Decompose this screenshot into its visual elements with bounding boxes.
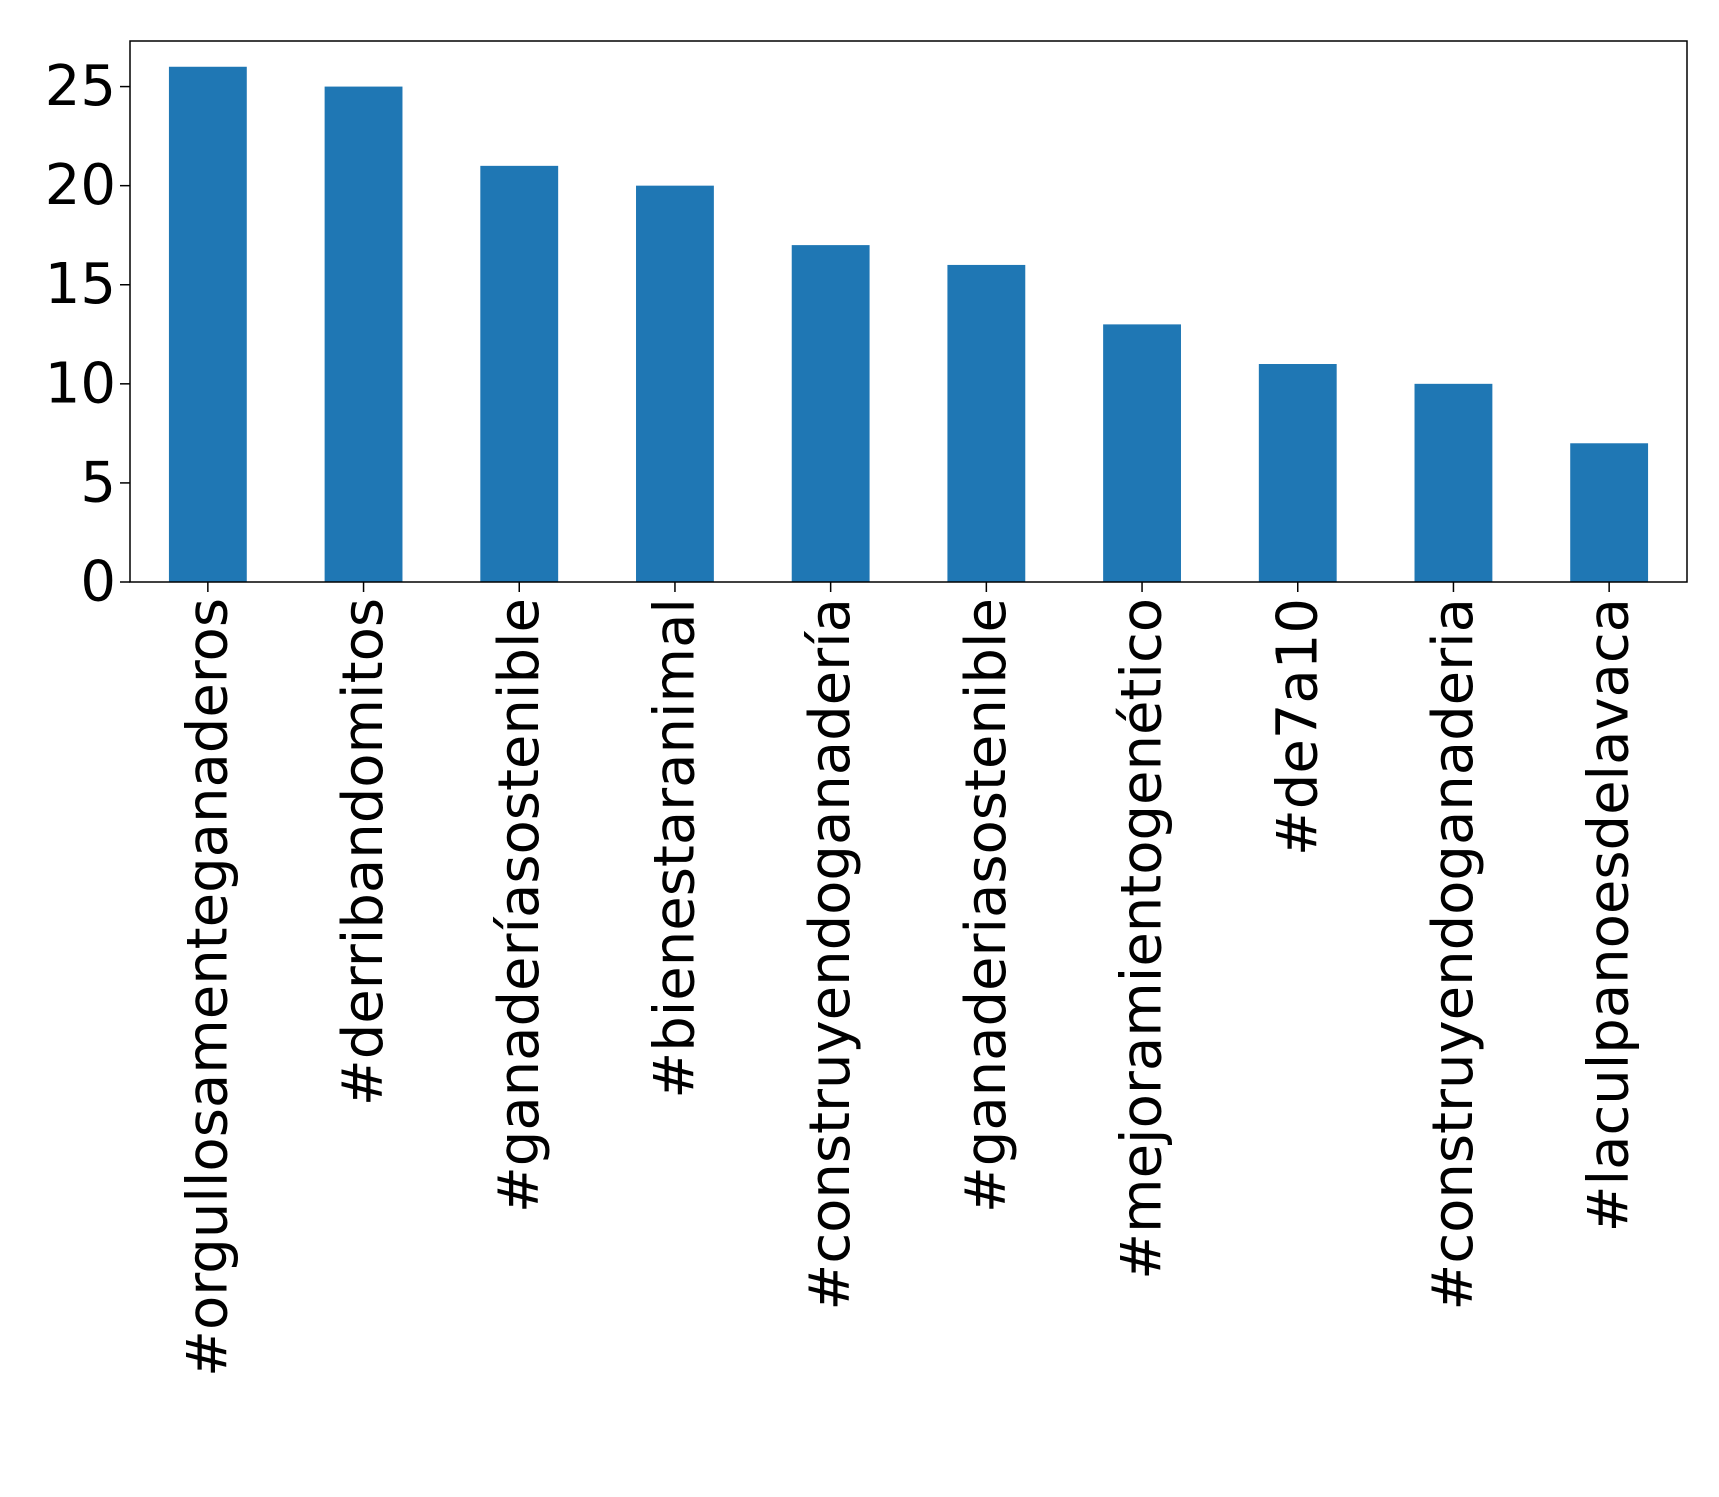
x-tick-label-6: #mejoramientogenético	[1110, 598, 1175, 1280]
bar-2	[480, 165, 559, 582]
x-tick-label-2: #ganaderíasostenible	[487, 598, 552, 1213]
bar-7	[1258, 364, 1337, 582]
bar-0	[168, 66, 247, 582]
y-tick-label-0: 0	[80, 550, 116, 615]
x-tick-label-0: #orgullosamenteganaderos	[175, 598, 240, 1377]
plot-frame	[129, 40, 1688, 583]
x-tick-label-8: #construyendoganaderia	[1421, 598, 1486, 1311]
x-tick-label-9: #laculpanoesdelavaca	[1577, 598, 1642, 1232]
y-tick-label-2: 10	[45, 351, 116, 416]
x-tick-label-4: #construyendoganadería	[798, 598, 863, 1311]
x-tick-label-1: #derribandomitos	[331, 598, 396, 1106]
x-tick-label-3: #bienestaranimal	[642, 598, 707, 1099]
y-tick-label-5: 25	[45, 54, 116, 119]
y-tick-label-4: 20	[45, 153, 116, 218]
x-tick-label-7: #de7a10	[1265, 598, 1330, 856]
x-axis-ticks: #orgullosamenteganaderos #derribandomitos…	[175, 582, 1642, 1377]
bar-8	[1414, 383, 1493, 582]
bar-5	[947, 264, 1026, 582]
bars-group	[168, 66, 1649, 583]
bar-9	[1570, 443, 1649, 582]
y-axis-ticks: 0 5 10 15 20 25	[45, 54, 130, 615]
bar-6	[1103, 324, 1181, 582]
bar-4	[791, 245, 870, 583]
bar-3	[636, 185, 714, 582]
y-tick-label-1: 5	[80, 450, 116, 515]
y-tick-label-3: 15	[45, 252, 116, 317]
x-tick-label-5: #ganaderiasostenible	[954, 598, 1019, 1213]
bar-1	[324, 86, 403, 582]
